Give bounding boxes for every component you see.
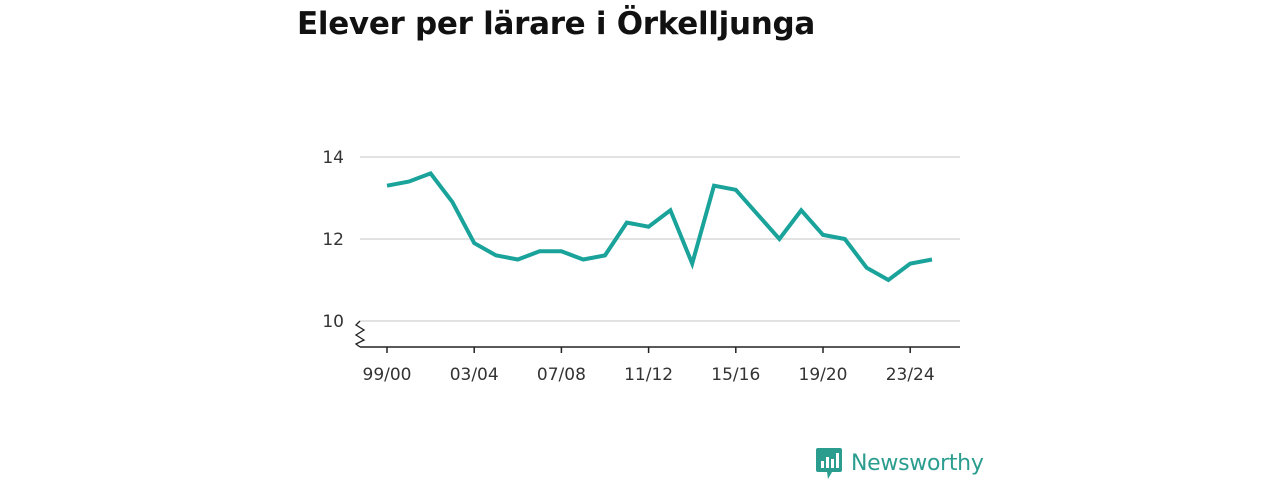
x-tick-label: 15/16 xyxy=(711,365,760,385)
x-tick-label: 23/24 xyxy=(886,365,935,385)
chart-title: Elever per lärare i Örkelljunga xyxy=(297,6,815,42)
newsworthy-logo-icon xyxy=(816,447,842,479)
y-tick-label: 10 xyxy=(322,312,344,332)
x-tick-label: 11/12 xyxy=(624,365,673,385)
series-line-0 xyxy=(386,171,933,283)
y-tick-label: 12 xyxy=(322,230,344,250)
axis-break-icon xyxy=(354,320,366,348)
x-tick-label: 99/00 xyxy=(363,365,412,385)
y-tick-label: 14 xyxy=(322,148,344,168)
newsworthy-brand: Newsworthy xyxy=(815,446,984,480)
x-tick-label: 07/08 xyxy=(537,365,586,385)
x-tick-label: 03/04 xyxy=(450,365,499,385)
brand-name: Newsworthy xyxy=(851,450,984,476)
x-tick-label: 19/20 xyxy=(799,365,848,385)
